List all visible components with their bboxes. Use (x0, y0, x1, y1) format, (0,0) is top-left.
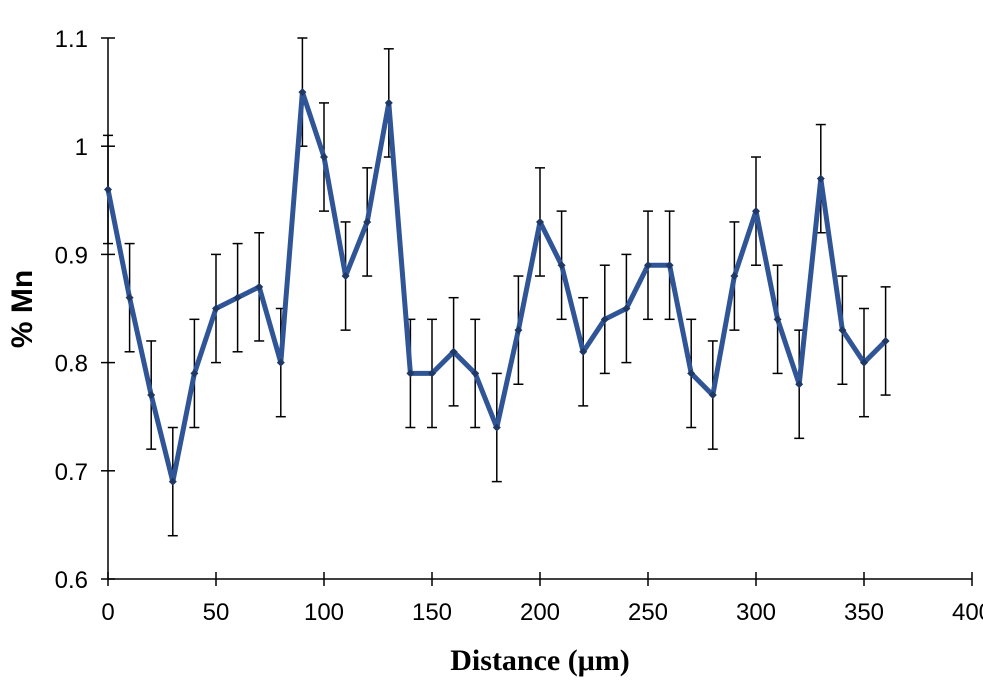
data-point (320, 153, 328, 162)
data-point (125, 293, 134, 302)
data-point (449, 347, 458, 356)
data-point (622, 304, 631, 313)
data-point (471, 369, 480, 378)
x-tick-label: 400 (952, 599, 983, 626)
x-axis-label: Distance (μm) (450, 644, 629, 677)
data-point (773, 315, 782, 324)
data-point (881, 336, 890, 345)
x-tick-label: 50 (203, 599, 230, 626)
y-tick-label: 0.9 (55, 242, 88, 269)
data-markers (104, 88, 890, 486)
x-tick-label: 350 (844, 599, 884, 626)
data-point (730, 272, 739, 281)
data-point (255, 282, 264, 291)
y-tick-label: 0.8 (55, 351, 88, 378)
data-point (168, 477, 177, 486)
series-polyline (105, 89, 888, 485)
data-point (147, 391, 156, 400)
data-point (644, 261, 652, 270)
data-point (860, 358, 868, 367)
x-tick-label: 150 (412, 599, 452, 626)
x-tick-label: 100 (304, 599, 344, 626)
data-point (363, 217, 372, 226)
data-point (536, 217, 544, 226)
data-point (341, 272, 350, 281)
data-point (492, 423, 501, 432)
x-tick-label: 0 (101, 599, 114, 626)
data-point (212, 304, 220, 313)
data-point (557, 261, 566, 270)
series-line (105, 89, 888, 485)
data-point (298, 88, 307, 97)
data-point (816, 174, 825, 183)
axes: 0 50 100 150 200 250 300 350 400 0.6 0.7 0.8 0.9 1 1.1 (55, 26, 983, 626)
x-tick-label: 300 (736, 599, 776, 626)
data-point (708, 391, 717, 400)
data-point (687, 369, 696, 378)
data-point (104, 185, 112, 194)
data-point (795, 380, 804, 389)
y-axis-label: % Mn (6, 270, 39, 348)
y-tick-label: 0.6 (55, 567, 88, 594)
data-point (190, 369, 199, 378)
data-point (233, 293, 242, 302)
x-tick-label: 200 (520, 599, 560, 626)
data-point (579, 347, 588, 356)
data-point (600, 315, 609, 324)
data-point (384, 98, 393, 107)
data-point (406, 369, 415, 378)
y-tick-label: 0.7 (55, 459, 88, 486)
data-point (752, 207, 760, 216)
data-point (838, 326, 847, 335)
y-tick-label: 1.1 (55, 26, 88, 53)
x-tick-label: 250 (628, 599, 668, 626)
data-point (665, 261, 674, 270)
data-point (428, 369, 436, 378)
data-point (514, 326, 523, 335)
y-tick-label: 1 (75, 134, 88, 161)
data-point (276, 358, 285, 367)
